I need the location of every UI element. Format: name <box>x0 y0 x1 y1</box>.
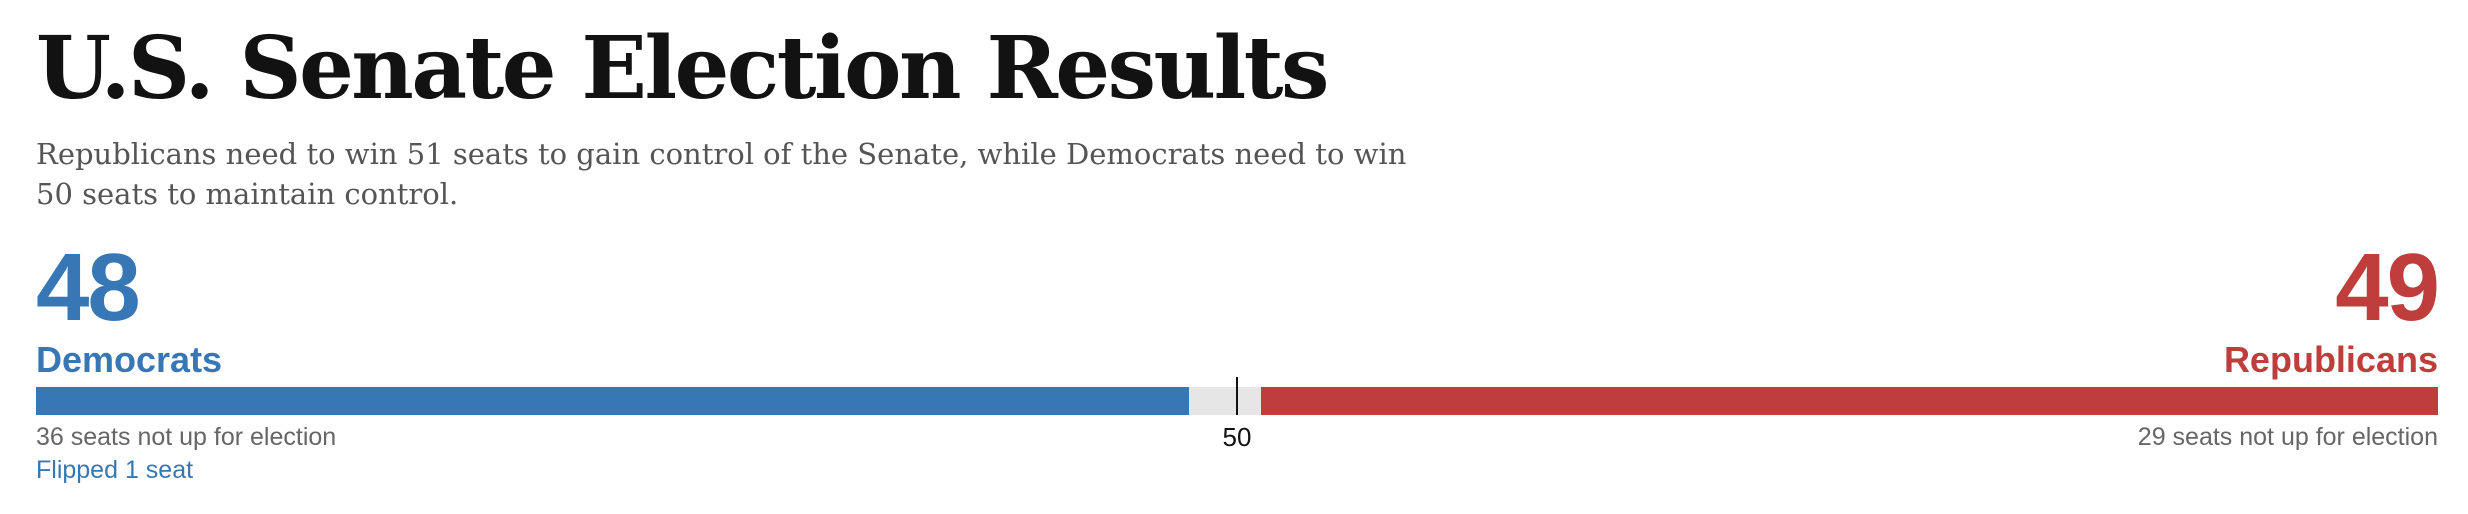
undecided-bar-segment[interactable] <box>1188 387 1261 415</box>
republicans-bar-segment[interactable] <box>1261 387 2438 415</box>
democrats-seat-count: 48 <box>36 234 141 341</box>
republicans-seat-count: 49 <box>2335 234 2440 341</box>
senate-results-widget: U.S. Senate Election Results Republicans… <box>36 0 2440 514</box>
democrats-label: Democrats <box>36 339 223 380</box>
page-title: U.S. Senate Election Results <box>36 18 1329 119</box>
page-subtitle: Republicans need to win 51 seats to gain… <box>36 137 1407 211</box>
democrats-not-up-note: 36 seats not up for election <box>36 423 337 451</box>
republicans-label: Republicans <box>2223 339 2438 380</box>
majority-marker-line <box>1236 377 1238 415</box>
democrats-flipped-note: Flipped 1 seat <box>36 456 194 484</box>
republicans-not-up-note: 29 seats not up for election <box>2137 423 2438 451</box>
democrats-bar-segment[interactable] <box>36 387 1189 415</box>
seat-bar <box>36 377 2438 415</box>
majority-marker-label: 50 <box>1222 422 1252 452</box>
